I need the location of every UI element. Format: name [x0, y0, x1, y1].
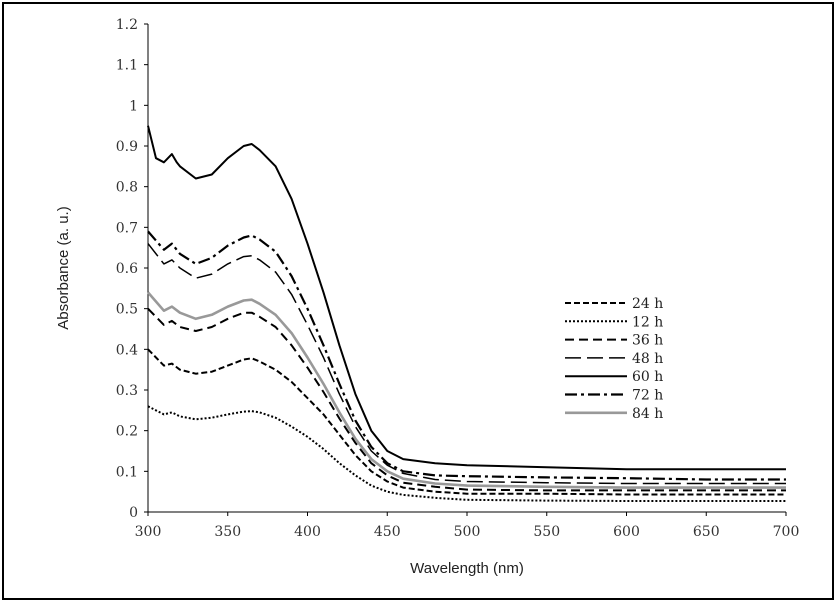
- legend-label: 84 h: [632, 406, 663, 422]
- y-tick-label: 1.2: [116, 17, 138, 33]
- series-line-60h: [147, 125, 786, 471]
- x-tick-label: 700: [773, 524, 800, 540]
- x-tick-label: 500: [454, 524, 481, 540]
- series-line-48h: [147, 243, 786, 485]
- series-layer: [147, 125, 786, 502]
- series-line-36h: [147, 307, 786, 492]
- axes: 0 0.1 0.2 0.3 0.4 0.5 0.6 0.7 0.8 0.9 1 1.1 1.2 300 35…: [116, 17, 800, 540]
- y-axis-title: Absorbance (a. u.): [55, 206, 72, 329]
- series-line-72h: [147, 230, 786, 481]
- x-tick-label: 550: [533, 524, 560, 540]
- y-tick-label: 1: [129, 98, 138, 114]
- y-tick-label: 0.2: [116, 424, 138, 440]
- x-tick-label: 350: [214, 524, 241, 540]
- x-tick-label: 300: [135, 524, 162, 540]
- y-tick-label: 0.8: [116, 180, 138, 196]
- y-tick-label: 0.1: [116, 464, 138, 480]
- series-line-24h: [147, 348, 786, 496]
- series-line-12h: [147, 405, 786, 502]
- y-tick-label: 0.6: [116, 261, 138, 277]
- legend-label: 36 h: [632, 333, 663, 349]
- legend-label: 24 h: [632, 296, 663, 312]
- y-tick-label: 0.3: [116, 383, 138, 399]
- legend-label: 12 h: [632, 314, 663, 330]
- legend-label: 60 h: [632, 369, 663, 385]
- legend: 24 h 12 h 36 h 48 h 60 h 72 h 84 h: [565, 296, 663, 422]
- x-tick-label: 450: [374, 524, 401, 540]
- x-tick-label: 600: [613, 524, 640, 540]
- y-tick-label: 1.1: [116, 58, 138, 74]
- series-line-84h: [147, 291, 786, 489]
- legend-label: 48 h: [632, 351, 663, 367]
- y-tick-label: 0.5: [116, 302, 138, 318]
- legend-label: 72 h: [632, 388, 663, 404]
- y-tick-label: 0.9: [116, 139, 138, 155]
- x-tick-label: 400: [294, 524, 321, 540]
- y-tick-label: 0: [129, 505, 138, 521]
- y-tick-label: 0.4: [116, 342, 138, 358]
- x-tick-label: 650: [693, 524, 720, 540]
- x-axis-title: Wavelength (nm): [410, 560, 524, 577]
- y-tick-label: 0.7: [116, 220, 138, 236]
